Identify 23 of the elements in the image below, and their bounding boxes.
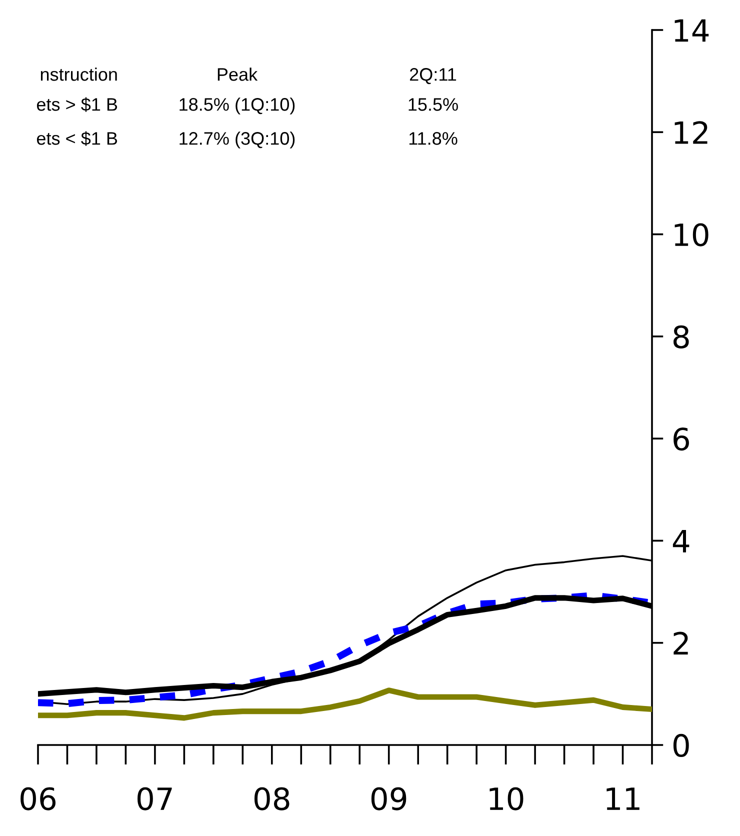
annotation: ets > $1 B bbox=[36, 97, 118, 112]
y-tick-label: 8 bbox=[674, 325, 689, 348]
annotation: 15.5% bbox=[408, 98, 458, 111]
y-tick-label: 0 bbox=[673, 734, 689, 758]
annotation: 11.8% bbox=[409, 132, 458, 145]
annotation: 12.7% (3Q:10) bbox=[180, 132, 295, 148]
y-tick-label: 12 bbox=[674, 121, 708, 144]
x-tick-label: 06 bbox=[20, 787, 56, 810]
x-tick-label: 11 bbox=[606, 788, 640, 810]
annotation: nstruction bbox=[40, 68, 117, 81]
y-tick-label: 10 bbox=[674, 223, 708, 246]
y-tick-label: 2 bbox=[674, 632, 688, 654]
x-tick-label: 07 bbox=[138, 787, 172, 810]
annotation: ets < $1 B bbox=[36, 131, 118, 146]
annotation: Peak bbox=[218, 68, 258, 81]
y-tick-label: 14 bbox=[674, 19, 709, 42]
x-tick-label: 08 bbox=[254, 787, 290, 810]
y-tick-label: 6 bbox=[674, 428, 689, 451]
x-tick-label: 10 bbox=[490, 787, 524, 810]
y-tick-label: 4 bbox=[672, 530, 690, 552]
annotation: 18.5% (1Q:10) bbox=[180, 98, 295, 114]
x-tick-label: 09 bbox=[371, 787, 406, 810]
annotation: 2Q:11 bbox=[410, 68, 456, 84]
